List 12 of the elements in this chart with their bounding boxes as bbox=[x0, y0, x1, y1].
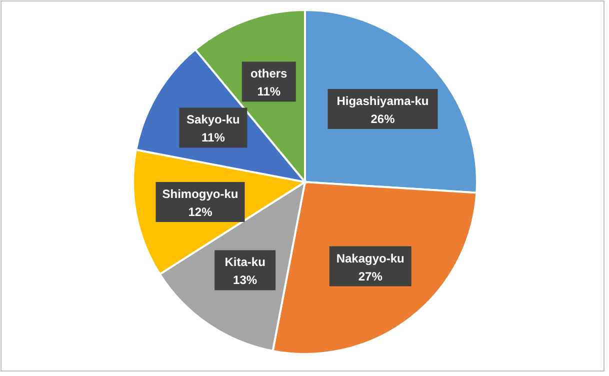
slice-label: Sakyo-ku bbox=[186, 112, 240, 127]
slice-label: Shimogyo-ku bbox=[162, 186, 238, 201]
slice-label: others bbox=[250, 66, 288, 81]
slice-label: Higashiyama-ku bbox=[336, 94, 429, 108]
slice-label: Nakagyo-ku bbox=[336, 251, 404, 266]
data-label: 11% bbox=[202, 130, 226, 145]
data-label: 11% bbox=[257, 84, 281, 99]
data-label: 13% bbox=[233, 273, 258, 288]
data-label: 12% bbox=[188, 204, 213, 219]
data-label: 27% bbox=[358, 269, 383, 284]
slice-label: Kita-ku bbox=[224, 255, 266, 270]
data-label: 26% bbox=[370, 112, 396, 126]
